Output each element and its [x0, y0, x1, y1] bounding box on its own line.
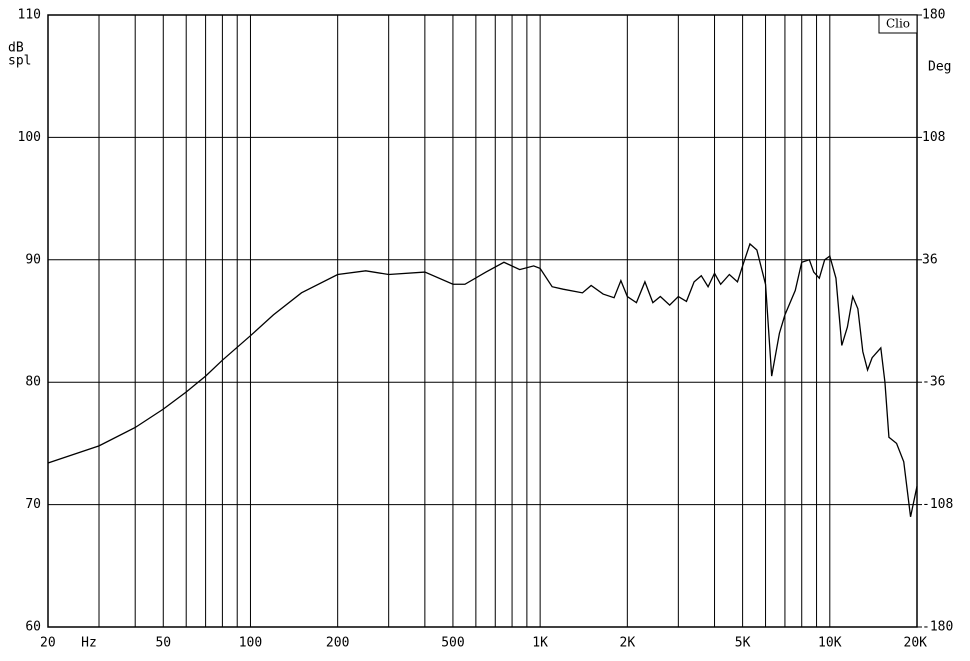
x-tick-label: 20: [40, 636, 56, 651]
x-tick-label: 50: [155, 636, 171, 651]
y2-axis-label: Deg: [928, 60, 951, 75]
x-tick-label: 200: [326, 636, 349, 651]
y2-tick-label: 108: [922, 130, 945, 145]
x-axis-unit: Hz: [81, 636, 97, 651]
x-tick-label: 5K: [735, 636, 751, 651]
x-tick-label: 100: [239, 636, 262, 651]
y2-tick-label: -180: [922, 620, 953, 635]
y-tick-label: 110: [18, 8, 41, 23]
y-tick-label: 60: [25, 620, 41, 635]
plot-frame: [47, 14, 918, 628]
x-tick-label: 2K: [620, 636, 636, 651]
y-axis-label: dB: [8, 41, 24, 56]
x-tick-label: 10K: [818, 636, 842, 651]
y2-tick-label: -108: [922, 497, 953, 512]
y2-tick-label: 180: [922, 8, 945, 23]
y-tick-label: 70: [25, 497, 41, 512]
y-tick-label: 80: [25, 375, 41, 390]
y-tick-label: 90: [25, 252, 41, 267]
y-axis-label: spl: [8, 54, 31, 69]
x-tick-label: 500: [441, 636, 464, 651]
response-curve: [47, 242, 918, 517]
y-tick-label: 100: [18, 130, 41, 145]
badge: Clio: [886, 17, 910, 31]
y2-tick-label: 36: [922, 252, 938, 267]
x-tick-label: 1K: [532, 636, 548, 651]
x-tick-label: 20K: [904, 636, 928, 651]
y2-tick-label: -36: [922, 375, 945, 390]
